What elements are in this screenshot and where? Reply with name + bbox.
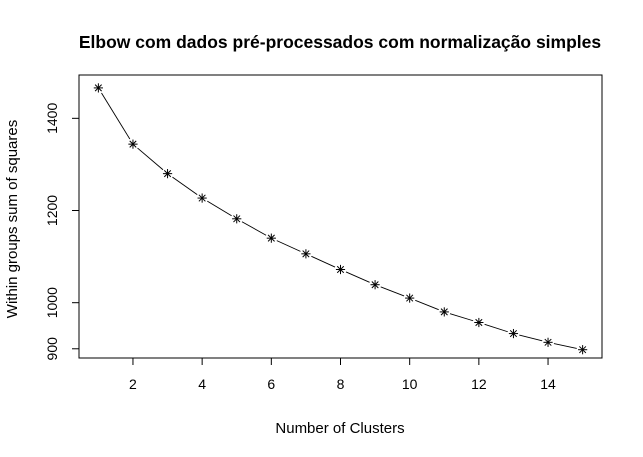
series-line-segment bbox=[241, 221, 267, 236]
data-point-marker bbox=[370, 280, 380, 290]
x-tick-label: 8 bbox=[337, 376, 345, 392]
data-point-marker bbox=[232, 214, 242, 224]
x-axis: 2 4 6 8 10 12 14 bbox=[129, 357, 556, 392]
y-tick-label: 1000 bbox=[44, 287, 60, 318]
series-line-segment bbox=[449, 313, 474, 322]
data-point-marker bbox=[162, 169, 173, 179]
x-tick-label: 14 bbox=[540, 376, 556, 392]
chart-title: Elbow com dados pré-processados com norm… bbox=[79, 32, 602, 52]
data-point-marker bbox=[128, 139, 138, 149]
series-line-segment bbox=[172, 176, 198, 195]
series-line-segment bbox=[484, 323, 508, 333]
data-point-marker bbox=[508, 328, 519, 339]
y-tick-label: 1400 bbox=[44, 103, 60, 134]
data-point-marker bbox=[93, 83, 103, 93]
data-point-marker bbox=[266, 233, 276, 243]
series-line-segment bbox=[207, 200, 232, 217]
y-axis-label: Within groups sum of squares bbox=[4, 120, 21, 318]
y-tick-label: 1200 bbox=[44, 195, 60, 226]
plot-frame bbox=[78, 74, 603, 359]
x-tick-label: 2 bbox=[129, 376, 137, 392]
series-group bbox=[93, 83, 588, 355]
data-point-marker bbox=[474, 317, 484, 328]
series-line-segment bbox=[415, 299, 439, 311]
x-tick-label: 6 bbox=[267, 376, 275, 392]
data-point-marker bbox=[301, 249, 311, 259]
data-point-marker bbox=[578, 345, 588, 355]
series-line-segment bbox=[311, 255, 336, 268]
data-point-marker bbox=[335, 264, 346, 275]
y-axis: 900 1000 1200 1400 bbox=[44, 103, 80, 361]
x-tick-label: 10 bbox=[402, 376, 418, 392]
data-point-marker bbox=[543, 337, 553, 347]
data-point-marker bbox=[439, 307, 449, 317]
series-line-segment bbox=[345, 271, 370, 283]
data-point-marker bbox=[405, 293, 415, 303]
y-tick-label: 900 bbox=[44, 337, 60, 361]
series-line-segment bbox=[519, 334, 543, 342]
series-line-segment bbox=[380, 286, 405, 297]
series-line-segment bbox=[101, 92, 131, 140]
data-point-marker bbox=[197, 193, 207, 203]
series-line-segment bbox=[137, 147, 164, 171]
series-line-segment bbox=[276, 240, 301, 252]
series-line-segment bbox=[553, 343, 577, 349]
x-tick-label: 4 bbox=[198, 376, 206, 392]
x-axis-label: Number of Clusters bbox=[275, 420, 404, 437]
x-tick-label: 12 bbox=[471, 376, 487, 392]
